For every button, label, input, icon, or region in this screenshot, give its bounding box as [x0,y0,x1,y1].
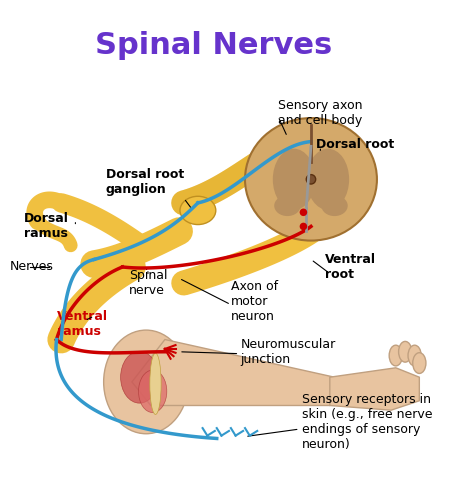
Text: Axon of
motor
neuron: Axon of motor neuron [231,280,278,324]
Ellipse shape [138,370,167,412]
Ellipse shape [321,196,348,216]
Text: Ventral
root: Ventral root [325,253,376,281]
Ellipse shape [399,342,412,362]
Text: Spinal
nerve: Spinal nerve [129,269,168,297]
Ellipse shape [408,345,421,366]
Circle shape [300,222,307,230]
Text: Dorsal root
ganglion: Dorsal root ganglion [105,168,184,196]
Ellipse shape [245,118,377,240]
Ellipse shape [389,345,402,366]
Ellipse shape [180,196,216,224]
Text: Ventral
ramus: Ventral ramus [57,310,108,338]
Ellipse shape [104,330,188,434]
Circle shape [300,208,307,216]
Ellipse shape [150,353,161,414]
Polygon shape [132,340,349,406]
Polygon shape [330,368,419,410]
Circle shape [306,174,316,184]
Text: Sensory receptors in
skin (e.g., free nerve
endings of sensory
neuron): Sensory receptors in skin (e.g., free ne… [301,392,432,450]
Text: Dorsal root: Dorsal root [316,138,394,151]
Text: Sensory axon
and cell body: Sensory axon and cell body [278,100,362,128]
Ellipse shape [274,196,301,216]
Text: Spinal Nerves: Spinal Nerves [95,32,332,60]
Text: Dorsal
ramus: Dorsal ramus [24,212,69,240]
Text: Nerves: Nerves [10,260,53,274]
Text: Neuromuscular
junction: Neuromuscular junction [240,338,336,366]
Ellipse shape [273,148,315,210]
Ellipse shape [413,352,426,374]
Ellipse shape [121,352,158,403]
Ellipse shape [307,148,349,210]
